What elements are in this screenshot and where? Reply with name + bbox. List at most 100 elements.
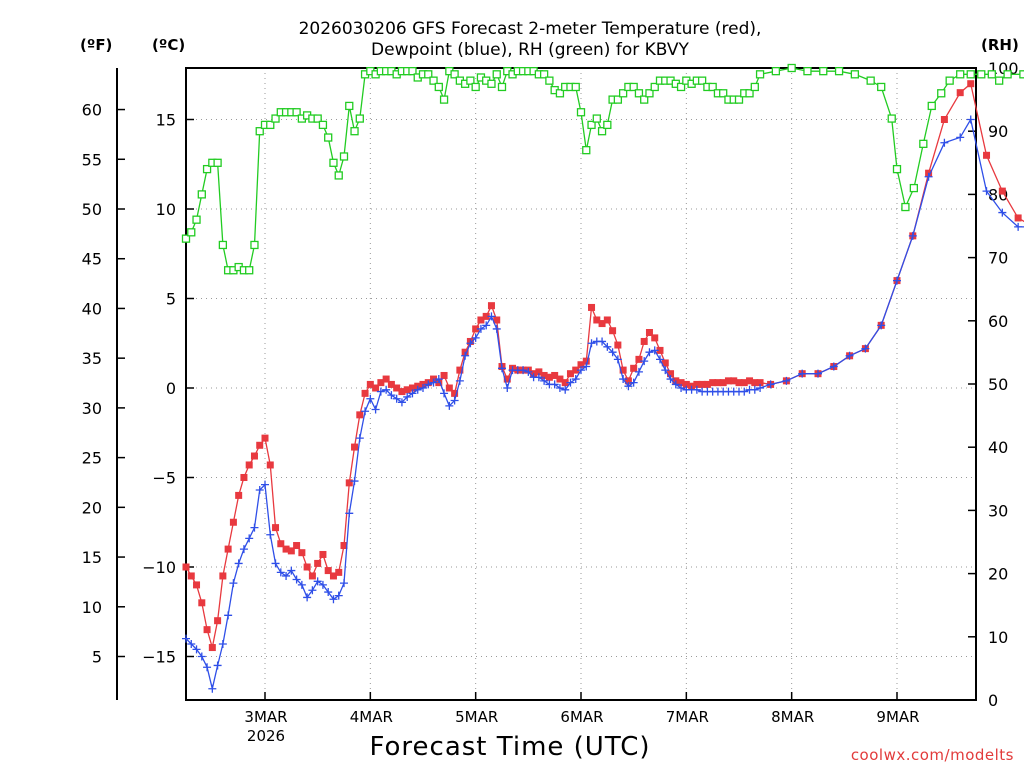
temperature-point	[445, 384, 453, 392]
temperature-point	[545, 373, 553, 381]
dewpoint-point	[666, 375, 675, 384]
dewpoint-point	[382, 385, 391, 394]
temperature-point	[630, 364, 638, 372]
temperature-point	[667, 370, 675, 378]
x-tick-label: 5MAR	[455, 708, 498, 726]
rh-point	[329, 158, 338, 167]
rh-point	[582, 146, 591, 155]
temperature-point	[319, 550, 327, 558]
temperature-point	[329, 572, 337, 580]
dewpoint-point	[313, 577, 322, 586]
dewpoint-point	[324, 588, 333, 597]
rh-point	[927, 101, 936, 111]
celsius-tick-label: −15	[142, 648, 176, 667]
dewpoint-point	[350, 477, 359, 486]
rh-point	[1019, 70, 1024, 79]
dewpoint-point	[555, 384, 564, 392]
x-tick-label: 8MAR	[771, 708, 814, 726]
dewpoint-point	[608, 348, 617, 357]
rh-point	[187, 228, 196, 237]
rh-point	[266, 120, 275, 130]
temperature-point	[645, 329, 653, 337]
rh-point	[271, 114, 280, 123]
fahrenheit-tick-label: 10	[82, 598, 102, 617]
temperature-point	[408, 384, 416, 392]
dewpoint-point	[956, 133, 965, 142]
rh-point	[545, 76, 554, 85]
x-tick-label: 7MAR	[666, 708, 709, 726]
rh-point	[213, 158, 222, 167]
dewpoint-point	[355, 434, 364, 443]
temperature-point	[187, 572, 195, 580]
rh-point	[497, 82, 507, 92]
fahrenheit-axis-label: (ºF)	[80, 36, 113, 54]
x-axis-title: Forecast Time (UTC)	[369, 732, 651, 762]
dewpoint-point	[292, 575, 301, 584]
rh-point	[987, 70, 996, 79]
dewpoint-point	[619, 375, 628, 384]
rh-point	[909, 183, 919, 193]
dewpoint-point	[187, 639, 196, 648]
rh-point	[771, 67, 781, 76]
fahrenheit-tick-label: 50	[82, 200, 102, 219]
rh-point	[719, 89, 728, 98]
temperature-point	[198, 599, 206, 607]
temperature-point	[967, 80, 975, 88]
temperature-point	[756, 379, 764, 387]
dewpoint-point	[492, 324, 501, 333]
temperature-point	[229, 518, 237, 526]
dewpoint-point	[598, 337, 607, 346]
rh-point	[750, 82, 759, 92]
temperature-point	[277, 540, 285, 548]
temperature-point	[282, 545, 290, 553]
rh-point	[887, 114, 896, 123]
temperature-point	[256, 441, 264, 449]
temperature-point	[588, 303, 596, 311]
dewpoint-point	[408, 389, 417, 398]
dewpoint-point	[361, 407, 370, 416]
dewpoint-point	[940, 138, 949, 147]
dewpoint-point	[297, 580, 306, 589]
rh-point	[734, 95, 744, 104]
dewpoint-point	[540, 376, 549, 385]
temperature-point	[335, 568, 343, 576]
temperature-point	[345, 479, 353, 487]
temperature-point	[551, 371, 559, 379]
temperature-point	[303, 563, 311, 571]
dewpoint-point	[482, 321, 491, 330]
temperature-point	[203, 626, 211, 634]
temperature-point	[393, 384, 401, 392]
fahrenheit-tick-label: 15	[82, 548, 102, 567]
temperature-point	[308, 572, 316, 580]
temperature-point	[245, 461, 253, 469]
fahrenheit-tick-label: 55	[82, 150, 102, 169]
dewpoint-point	[966, 115, 975, 124]
rh-tick-label: 70	[988, 249, 1008, 268]
dewpoint-point	[692, 385, 701, 394]
dewpoint-point	[550, 380, 559, 389]
dewpoint-point	[318, 580, 327, 589]
dewpoint-point	[224, 611, 233, 620]
temperature-point	[635, 355, 643, 363]
dewpoint-point	[392, 394, 401, 403]
dewpoint-point	[998, 208, 1007, 217]
dewpoint-point	[519, 366, 528, 375]
rh-point	[787, 63, 796, 73]
dewpoint-point	[397, 398, 406, 407]
temperature-point	[624, 377, 632, 385]
temperature-point	[372, 384, 380, 392]
dewpoint-point	[303, 593, 312, 602]
temperature-point	[566, 370, 574, 378]
x-tick-label: 6MAR	[560, 708, 603, 726]
temperature-point	[719, 379, 727, 387]
temperature-point	[214, 617, 222, 625]
temperature-point	[577, 361, 585, 369]
dewpoint-point	[234, 559, 243, 568]
temperature-point	[998, 187, 1006, 195]
temperature-point	[593, 316, 601, 324]
temperature-point	[656, 346, 664, 354]
rh-point	[334, 171, 343, 180]
x-tick-label: 4MAR	[350, 708, 393, 726]
rh-point	[966, 70, 975, 79]
dewpoint-point	[229, 579, 238, 588]
